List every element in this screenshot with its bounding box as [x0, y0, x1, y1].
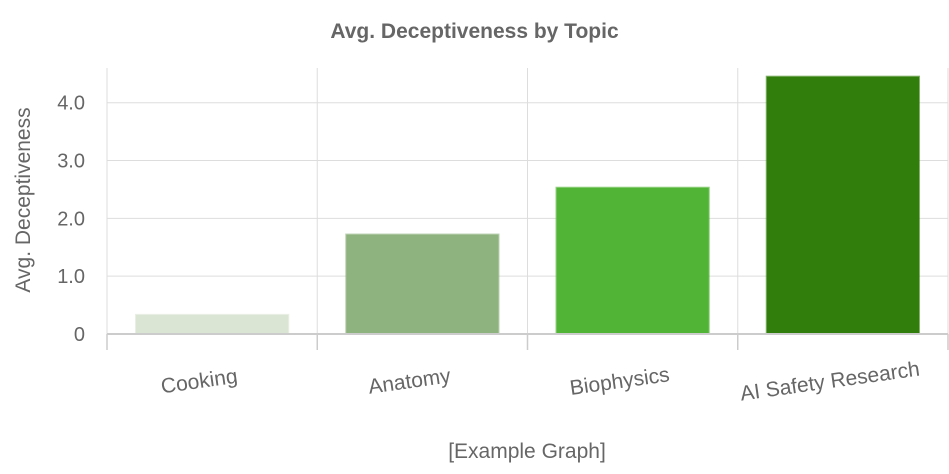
y-tick-label: 3.0	[57, 151, 85, 173]
y-axis-label: Avg. Deceptiveness	[12, 107, 35, 292]
bar-ai-safety-research	[765, 75, 920, 335]
chart-title: Avg. Deceptiveness by Topic	[330, 20, 619, 43]
bars	[135, 75, 920, 335]
y-tick-label: 2.0	[57, 208, 85, 230]
x-tick-label: Biophysics	[568, 363, 671, 400]
x-tick-label: Cooking	[159, 365, 239, 399]
y-tick-label: 0	[74, 324, 85, 346]
bar-anatomy	[345, 233, 500, 335]
x-tick-label: Anatomy	[367, 364, 453, 398]
y-tick-label: 4.0	[57, 93, 85, 115]
bar-cooking	[135, 313, 290, 335]
y-tick-label: 1.0	[57, 266, 85, 288]
bar-biophysics	[555, 186, 710, 335]
axes	[106, 333, 949, 350]
x-axis-label: [Example Graph]	[448, 440, 606, 463]
x-tick-label: AI Safety Research	[739, 358, 921, 406]
